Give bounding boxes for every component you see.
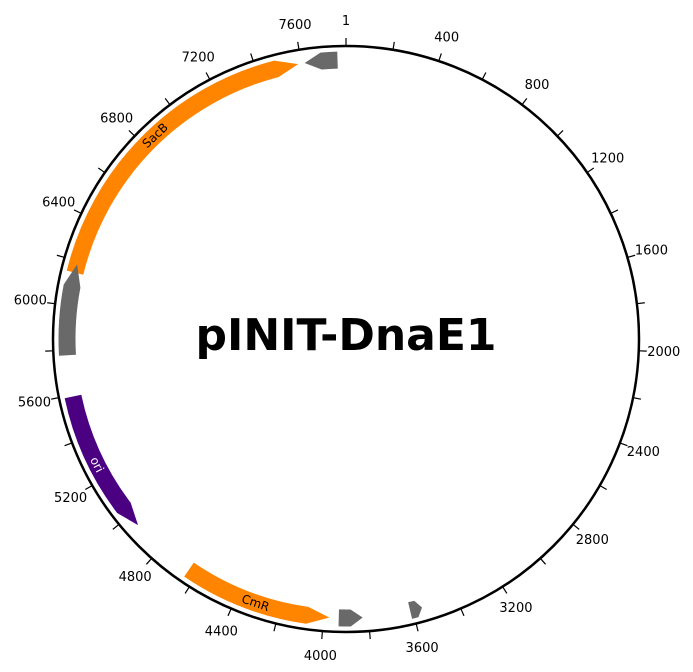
tick-mark: [481, 72, 487, 80]
tick-mark: [73, 209, 82, 214]
tick-label: 4000: [304, 649, 337, 664]
tick-label: 2000: [647, 345, 680, 360]
tick-mark: [321, 631, 324, 640]
tick-label: 7200: [182, 50, 215, 65]
tick-mark: [636, 302, 645, 305]
tick-mark: [97, 167, 106, 174]
tick-mark: [502, 586, 508, 594]
tick-label: 6000: [14, 294, 47, 309]
plasmid-title: pINIT-DnaE1: [195, 310, 496, 361]
tick-mark: [392, 41, 395, 50]
tick-mark: [415, 623, 419, 632]
tick-label: 7600: [278, 18, 311, 33]
tick-label: 400: [434, 30, 459, 45]
tick-mark: [627, 254, 636, 259]
tick-mark: [85, 484, 93, 491]
tick-label: 3200: [499, 601, 532, 616]
tick-mark: [521, 98, 528, 106]
feature-unlabeled[interactable]: [58, 264, 81, 356]
tick-mark: [273, 623, 277, 632]
tick-mark: [610, 209, 619, 214]
tick-label: 6400: [42, 196, 75, 211]
tick-label: 1200: [591, 151, 624, 166]
feature-sacb[interactable]: [66, 60, 299, 275]
tick-label: 5600: [18, 396, 51, 411]
tick-mark: [227, 608, 232, 617]
tick-mark: [539, 557, 547, 565]
feature-unlabeled[interactable]: [408, 600, 423, 619]
feature-cmr[interactable]: [184, 562, 330, 624]
tick-mark: [56, 254, 65, 259]
tick-label: 5200: [54, 491, 87, 506]
tick-label: 1: [342, 14, 350, 29]
tick-mark: [368, 631, 371, 640]
tick-mark: [164, 98, 171, 106]
feature-unlabeled[interactable]: [338, 609, 363, 627]
tick-label: 4400: [205, 625, 238, 640]
tick-label: 2400: [627, 445, 660, 460]
tick-mark: [586, 167, 595, 174]
tick-mark: [64, 442, 73, 447]
tick-mark: [205, 72, 211, 80]
feature-ori[interactable]: [64, 394, 139, 526]
tick-mark: [50, 397, 60, 400]
tick-labels: 1 400 800 1200 1600 2000 2400 2800 3200 3600 4000 4…: [14, 14, 681, 664]
feature-label-ori: ori: [87, 455, 107, 475]
tick-mark: [297, 41, 300, 50]
tick-label: 3600: [406, 641, 439, 656]
tick-mark: [619, 442, 628, 447]
tick-label: 800: [525, 78, 550, 93]
tick-mark: [112, 523, 120, 530]
tick-mark: [184, 586, 190, 594]
tick-marks: [45, 38, 647, 640]
tick-mark: [599, 484, 607, 491]
tick-mark: [438, 53, 442, 62]
tick-label: 4800: [119, 570, 152, 585]
tick-mark: [632, 397, 642, 400]
tick-label: 6800: [100, 112, 133, 127]
tick-mark: [250, 53, 254, 62]
tick-mark: [47, 302, 56, 305]
feature-unlabeled[interactable]: [304, 51, 338, 70]
tick-mark: [572, 523, 580, 530]
tick-mark: [460, 608, 465, 617]
tick-mark: [128, 130, 136, 137]
tick-mark: [145, 557, 153, 565]
tick-label: 2800: [576, 533, 609, 548]
tick-mark: [556, 130, 564, 137]
tick-label: 1600: [635, 244, 668, 259]
